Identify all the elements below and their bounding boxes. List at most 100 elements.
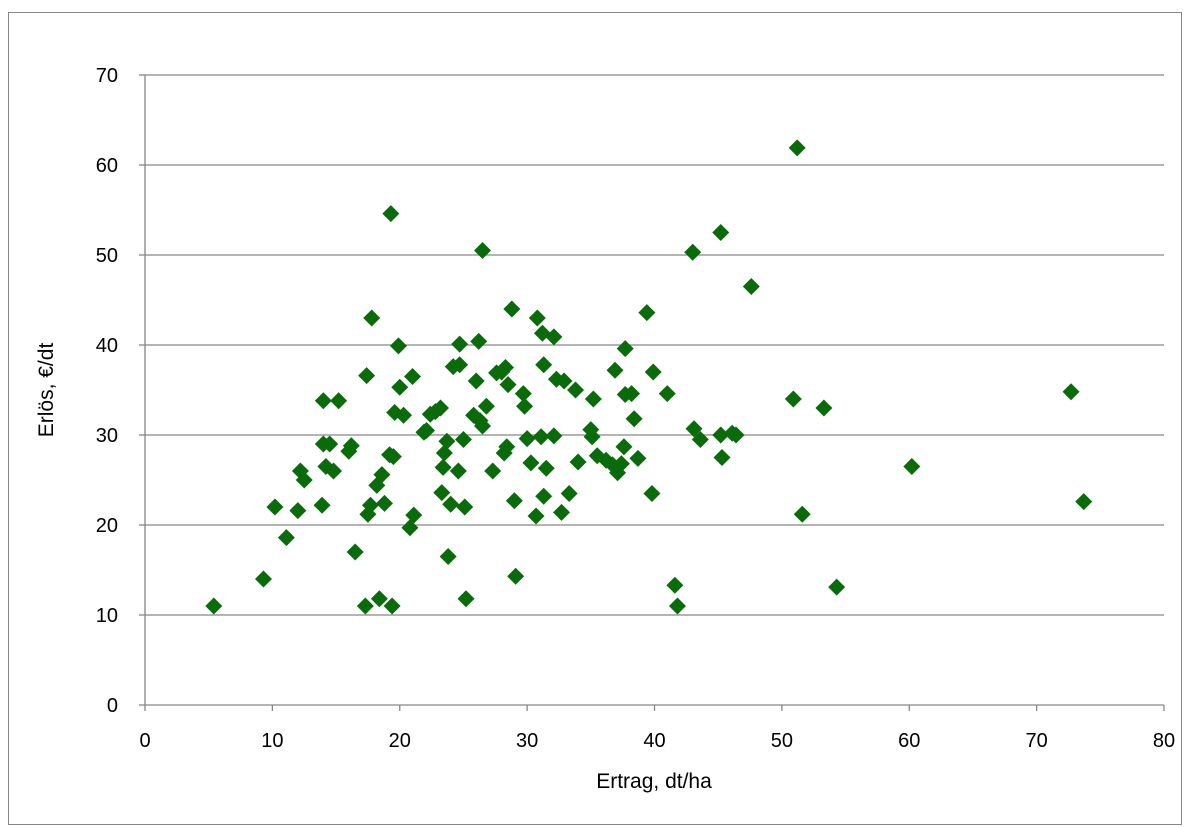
data-point bbox=[435, 444, 453, 462]
x-tick-label: 60 bbox=[898, 730, 920, 752]
data-point bbox=[567, 381, 585, 399]
data-point bbox=[788, 139, 806, 157]
data-point bbox=[545, 328, 563, 346]
data-point bbox=[643, 485, 661, 502]
y-axis-title: Erlös, €/dt bbox=[35, 343, 58, 438]
data-point bbox=[528, 309, 546, 327]
data-point bbox=[314, 392, 332, 410]
data-point bbox=[496, 359, 514, 376]
data-point bbox=[432, 399, 450, 417]
data-point bbox=[454, 431, 472, 448]
y-tick-label: 10 bbox=[96, 605, 118, 627]
data-point bbox=[375, 494, 393, 512]
data-point bbox=[1062, 383, 1080, 401]
data-point bbox=[691, 431, 709, 448]
data-point bbox=[313, 496, 331, 514]
data-point bbox=[330, 392, 348, 410]
y-tick-label: 0 bbox=[107, 695, 118, 717]
data-point bbox=[205, 597, 223, 615]
data-point bbox=[815, 399, 833, 417]
tick-labels: 0 10 20 30 40 50 60 70 0 10 20 30 40 50 60 70 80 bbox=[96, 65, 1175, 752]
data-point bbox=[584, 390, 602, 408]
data-point bbox=[498, 438, 516, 456]
data-point bbox=[342, 437, 360, 455]
data-point bbox=[457, 590, 475, 608]
data-point bbox=[569, 453, 587, 471]
data-point bbox=[553, 503, 571, 521]
data-point bbox=[325, 462, 343, 480]
data-point bbox=[522, 454, 540, 472]
data-point bbox=[470, 332, 488, 350]
data-point bbox=[321, 435, 339, 453]
data-point bbox=[742, 278, 760, 295]
data-point bbox=[438, 432, 456, 450]
data-point bbox=[514, 385, 532, 403]
data-point bbox=[382, 205, 400, 223]
data-point bbox=[505, 492, 523, 510]
data-point bbox=[903, 458, 921, 475]
data-point bbox=[527, 507, 545, 525]
data-point bbox=[727, 426, 745, 444]
data-point bbox=[545, 427, 563, 445]
data-point bbox=[395, 406, 413, 424]
data-point bbox=[658, 385, 676, 403]
data-point bbox=[516, 397, 534, 415]
x-tick-label: 20 bbox=[389, 730, 411, 752]
data-points bbox=[205, 139, 1093, 615]
axes bbox=[139, 74, 1165, 711]
y-tick-label: 50 bbox=[96, 245, 118, 267]
data-point bbox=[363, 309, 381, 327]
x-tick-label: 40 bbox=[643, 730, 665, 752]
data-point bbox=[384, 448, 402, 466]
data-point bbox=[401, 519, 419, 537]
data-point bbox=[666, 576, 684, 594]
data-point bbox=[346, 543, 364, 561]
data-point bbox=[1075, 493, 1093, 511]
data-point bbox=[433, 484, 451, 502]
data-point bbox=[623, 385, 641, 403]
data-point bbox=[451, 335, 469, 353]
data-point bbox=[555, 372, 573, 390]
data-point bbox=[403, 368, 421, 385]
data-point bbox=[615, 438, 633, 456]
data-point bbox=[583, 428, 601, 446]
y-tick-label: 40 bbox=[96, 335, 118, 357]
data-point bbox=[668, 597, 686, 615]
x-tick-label: 30 bbox=[516, 730, 538, 752]
data-point bbox=[532, 428, 550, 446]
data-point bbox=[535, 356, 553, 374]
data-point bbox=[828, 578, 846, 596]
gridlines bbox=[145, 74, 1164, 616]
data-point bbox=[289, 502, 307, 520]
data-point bbox=[503, 300, 521, 318]
x-tick-label: 10 bbox=[261, 730, 283, 752]
data-point bbox=[474, 417, 492, 435]
y-tick-label: 30 bbox=[96, 425, 118, 447]
data-point bbox=[451, 356, 469, 374]
data-point bbox=[793, 505, 811, 523]
data-point bbox=[356, 597, 374, 615]
y-tick-label: 20 bbox=[96, 515, 118, 537]
x-tick-label: 50 bbox=[771, 730, 793, 752]
data-point bbox=[370, 590, 388, 608]
data-point bbox=[277, 529, 295, 547]
data-point bbox=[361, 496, 379, 514]
data-point bbox=[537, 459, 555, 477]
data-point bbox=[456, 498, 474, 516]
data-point bbox=[507, 567, 525, 585]
x-axis-title: Ertrag, dt/ha bbox=[596, 770, 712, 793]
data-point bbox=[295, 471, 313, 489]
data-point bbox=[434, 458, 452, 476]
data-point bbox=[606, 361, 624, 379]
x-tick-label: 0 bbox=[139, 730, 150, 752]
chart-area bbox=[8, 12, 1182, 825]
y-tick-label: 60 bbox=[96, 155, 118, 177]
y-tick-label: 70 bbox=[96, 65, 118, 87]
data-point bbox=[254, 570, 272, 588]
data-point bbox=[467, 372, 485, 390]
data-point bbox=[417, 422, 435, 439]
data-point bbox=[474, 242, 492, 259]
data-point bbox=[499, 376, 517, 394]
data-point bbox=[625, 410, 643, 428]
